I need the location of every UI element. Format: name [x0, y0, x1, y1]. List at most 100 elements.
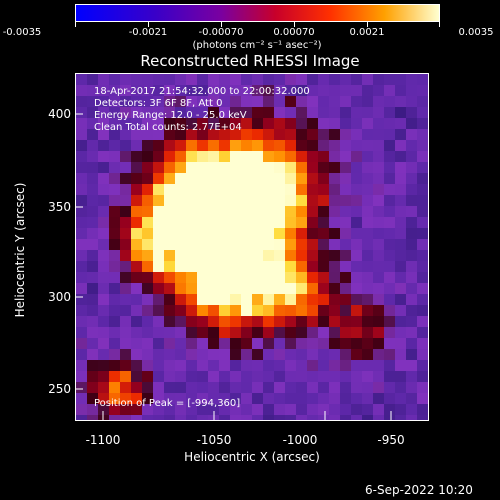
- heatmap-cell: [230, 338, 241, 349]
- heatmap-cell: [285, 349, 296, 360]
- heatmap-cell: [120, 217, 131, 228]
- heatmap-cell: [197, 107, 208, 118]
- heatmap-cell: [241, 151, 252, 162]
- heatmap-cell: [241, 360, 252, 371]
- heatmap-cell: [241, 74, 252, 85]
- heatmap-cell: [285, 184, 296, 195]
- heatmap-cell: [153, 206, 164, 217]
- heatmap-cell: [109, 217, 120, 228]
- heatmap-cell: [241, 140, 252, 151]
- heatmap-cell: [252, 96, 263, 107]
- heatmap-cell: [186, 107, 197, 118]
- heatmap-cell: [76, 162, 87, 173]
- heatmap-cell: [208, 151, 219, 162]
- heatmap-cell: [120, 338, 131, 349]
- heatmap-cell: [395, 129, 406, 140]
- heatmap-cell: [175, 305, 186, 316]
- heatmap-cell: [186, 228, 197, 239]
- heatmap-cell: [395, 404, 406, 415]
- heatmap-cell: [384, 228, 395, 239]
- heatmap-cell: [186, 85, 197, 96]
- heatmap-cell: [318, 338, 329, 349]
- heatmap-cell: [351, 140, 362, 151]
- heatmap-cell: [186, 371, 197, 382]
- heatmap-cell: [296, 239, 307, 250]
- heatmap-cell: [241, 228, 252, 239]
- heatmap-cell: [296, 151, 307, 162]
- heatmap-cell: [307, 349, 318, 360]
- heatmap-cell: [406, 272, 417, 283]
- heatmap-cell: [164, 74, 175, 85]
- y-tick-label: 400: [48, 107, 71, 121]
- heatmap-cell: [208, 140, 219, 151]
- heatmap-cell: [362, 129, 373, 140]
- heatmap-cell: [76, 129, 87, 140]
- heatmap-cell: [76, 74, 87, 85]
- heatmap-cell: [76, 228, 87, 239]
- heatmap-cell: [274, 415, 285, 420]
- heatmap-cell: [417, 272, 428, 283]
- heatmap-cell: [98, 129, 109, 140]
- heatmap-cell: [87, 206, 98, 217]
- heatmap-cell: [395, 206, 406, 217]
- heatmap-cell: [208, 107, 219, 118]
- heatmap-cell: [142, 217, 153, 228]
- heatmap-cell: [87, 195, 98, 206]
- heatmap-cell: [208, 305, 219, 316]
- heatmap-cell: [384, 327, 395, 338]
- heatmap-cell: [384, 294, 395, 305]
- heatmap-cell: [329, 228, 340, 239]
- heatmap-cell: [219, 316, 230, 327]
- heatmap-cell: [230, 261, 241, 272]
- heatmap-cell: [131, 195, 142, 206]
- heatmap-cell: [296, 140, 307, 151]
- heatmap-cell: [340, 195, 351, 206]
- heatmap-cell: [307, 393, 318, 404]
- heatmap-cell: [373, 118, 384, 129]
- heatmap-cell: [417, 107, 428, 118]
- heatmap-cell: [395, 294, 406, 305]
- heatmap-cell: [307, 382, 318, 393]
- heatmap-cell: [142, 261, 153, 272]
- heatmap-cell: [219, 217, 230, 228]
- heatmap-cell: [274, 85, 285, 96]
- heatmap-cell: [318, 129, 329, 140]
- heatmap-cell: [131, 305, 142, 316]
- heatmap-cell: [186, 74, 197, 85]
- heatmap-cell: [241, 393, 252, 404]
- heatmap-cell: [406, 327, 417, 338]
- heatmap-cell: [120, 283, 131, 294]
- heatmap-cell: [131, 239, 142, 250]
- heatmap-cell: [219, 294, 230, 305]
- heatmap-cell: [307, 118, 318, 129]
- heatmap-cell: [329, 173, 340, 184]
- heatmap-cell: [329, 272, 340, 283]
- heatmap-cell: [252, 327, 263, 338]
- heatmap-cell: [406, 338, 417, 349]
- heatmap-cell: [318, 316, 329, 327]
- heatmap-cell: [384, 349, 395, 360]
- heatmap-cell: [208, 316, 219, 327]
- heatmap-cell: [296, 316, 307, 327]
- heatmap-cell: [285, 107, 296, 118]
- heatmap-cell: [142, 96, 153, 107]
- heatmap-cell: [175, 151, 186, 162]
- heatmap-cell: [197, 162, 208, 173]
- heatmap-cell: [230, 162, 241, 173]
- heatmap-cell: [252, 151, 263, 162]
- heatmap-cell: [307, 338, 318, 349]
- heatmap-cell: [274, 140, 285, 151]
- heatmap-cell: [175, 250, 186, 261]
- heatmap-cell: [395, 327, 406, 338]
- heatmap-cell: [395, 195, 406, 206]
- heatmap-cell: [208, 228, 219, 239]
- heatmap-cell: [252, 250, 263, 261]
- heatmap-cell: [98, 393, 109, 404]
- heatmap-cell: [219, 140, 230, 151]
- heatmap-cell: [98, 305, 109, 316]
- heatmap-cell: [175, 349, 186, 360]
- heatmap-cell: [274, 96, 285, 107]
- heatmap-cell: [406, 118, 417, 129]
- heatmap-cell: [76, 316, 87, 327]
- heatmap-cell: [362, 74, 373, 85]
